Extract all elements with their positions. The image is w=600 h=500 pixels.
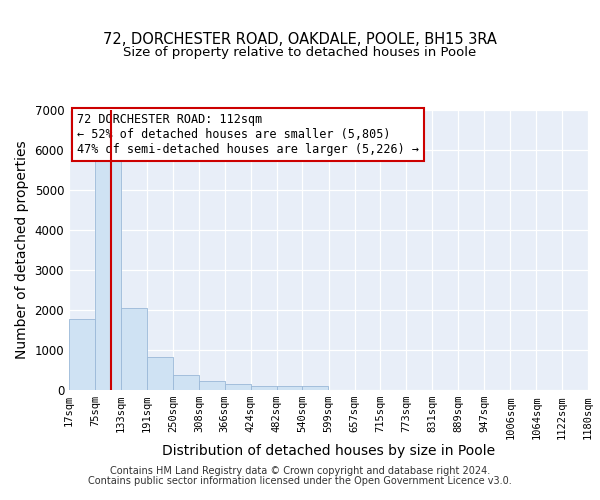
Bar xyxy=(251,386,277,390)
Text: 72 DORCHESTER ROAD: 112sqm
← 52% of detached houses are smaller (5,805)
47% of s: 72 DORCHESTER ROAD: 112sqm ← 52% of deta… xyxy=(77,113,419,156)
Bar xyxy=(146,357,173,390)
Text: Contains HM Land Registry data © Crown copyright and database right 2024.: Contains HM Land Registry data © Crown c… xyxy=(110,466,490,476)
Text: Contains public sector information licensed under the Open Government Licence v3: Contains public sector information licen… xyxy=(88,476,512,486)
X-axis label: Distribution of detached houses by size in Poole: Distribution of detached houses by size … xyxy=(162,444,495,458)
Bar xyxy=(277,386,302,390)
Bar xyxy=(225,384,251,390)
Bar xyxy=(199,381,225,390)
Bar xyxy=(302,386,328,390)
Bar xyxy=(95,160,121,390)
Y-axis label: Number of detached properties: Number of detached properties xyxy=(15,140,29,360)
Bar xyxy=(69,319,95,390)
Bar xyxy=(173,375,199,390)
Text: Size of property relative to detached houses in Poole: Size of property relative to detached ho… xyxy=(124,46,476,59)
Bar xyxy=(121,308,146,390)
Text: 72, DORCHESTER ROAD, OAKDALE, POOLE, BH15 3RA: 72, DORCHESTER ROAD, OAKDALE, POOLE, BH1… xyxy=(103,32,497,48)
